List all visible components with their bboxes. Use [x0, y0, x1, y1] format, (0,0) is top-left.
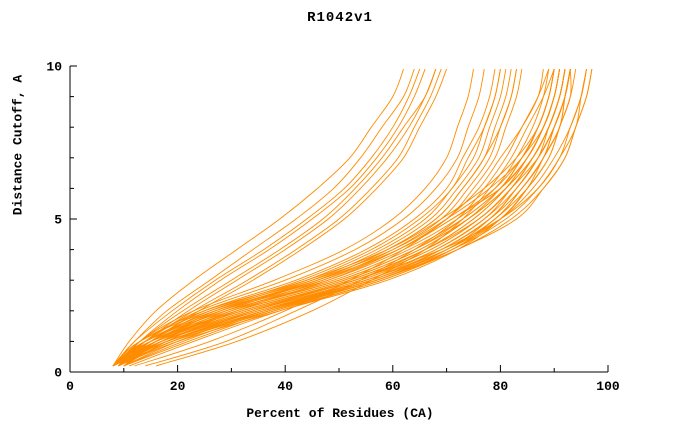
curve-line — [112, 68, 442, 367]
curve-line — [112, 69, 550, 367]
curve-line — [112, 69, 571, 367]
curve-line — [118, 68, 426, 367]
x-tick-label: 60 — [385, 379, 401, 394]
x-tick-label: 40 — [277, 379, 293, 394]
curve-line — [118, 69, 474, 367]
curve-line — [118, 69, 566, 367]
curve-line — [118, 68, 437, 367]
curve-line — [112, 69, 485, 367]
curve-line — [118, 69, 561, 367]
curve-line — [123, 69, 587, 367]
y-tick-label: 0 — [54, 366, 62, 381]
x-axis-label: Percent of Residues (CA) — [246, 406, 434, 421]
x-tick-label: 100 — [596, 379, 620, 394]
curve-line — [118, 69, 561, 367]
curve-line — [118, 68, 448, 367]
curve-line — [129, 69, 593, 367]
y-tick-label: 10 — [46, 60, 62, 75]
x-tick-label: 20 — [170, 379, 186, 394]
curve-line — [112, 69, 561, 367]
chart-title: R1042v1 — [307, 10, 373, 26]
curve-line — [112, 69, 561, 367]
y-tick-label: 5 — [54, 213, 62, 228]
x-tick-label: 80 — [493, 379, 509, 394]
curve-line — [123, 69, 587, 367]
curve-line — [112, 69, 561, 367]
curve-line — [112, 68, 437, 367]
curve-line — [112, 68, 421, 367]
curve-line — [155, 68, 555, 367]
curve-line — [112, 68, 405, 367]
curve-line — [112, 69, 555, 367]
curve-line — [145, 68, 550, 367]
curve-line — [118, 69, 587, 367]
curve-line — [112, 68, 415, 367]
x-tick-label: 0 — [66, 379, 74, 394]
y-axis-label: Distance Cutoff, A — [10, 74, 26, 216]
curve-line — [118, 69, 566, 367]
curve-line — [118, 69, 577, 367]
curve-line — [118, 69, 496, 367]
curve-line — [118, 69, 566, 367]
curve-line — [112, 69, 501, 367]
